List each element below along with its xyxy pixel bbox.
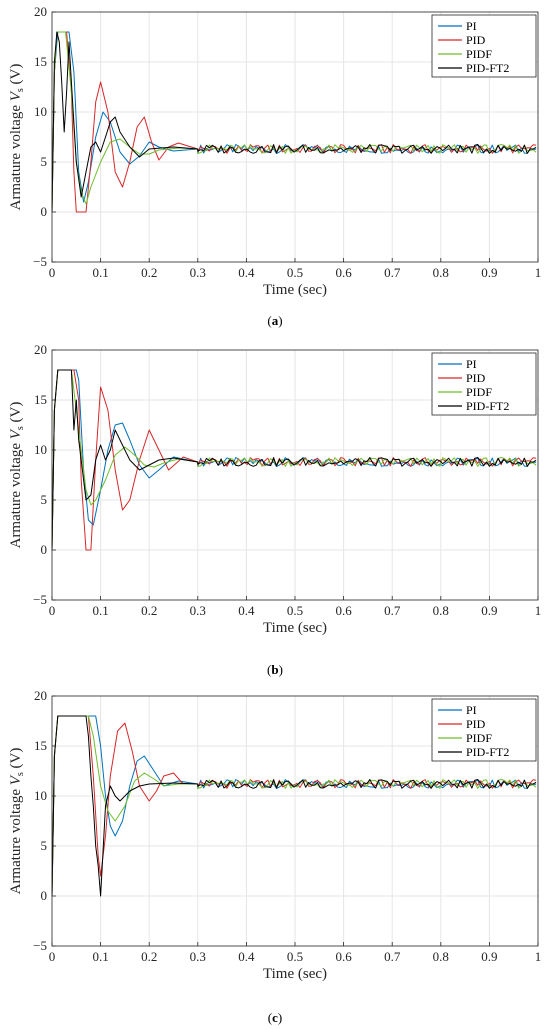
caption-c: (c) <box>267 1010 283 1025</box>
x-tick-label: 0.6 <box>335 949 352 964</box>
x-tick-label: 0.4 <box>238 603 255 618</box>
x-tick-label: 0.9 <box>481 949 497 964</box>
x-tick-label: 0.6 <box>335 603 352 618</box>
y-tick-label: 0 <box>41 542 48 557</box>
y-tick-label: −5 <box>33 592 47 607</box>
caption-letter-a: a <box>271 313 279 328</box>
x-tick-label: 0.7 <box>384 949 401 964</box>
x-tick-label: 0.4 <box>238 265 255 280</box>
x-tick-label: 1 <box>535 603 542 618</box>
x-tick-label: 1 <box>535 949 542 964</box>
x-tick-label: 0 <box>49 265 56 280</box>
x-tick-label: 0.9 <box>481 265 497 280</box>
series-line-pidf <box>51 369 537 551</box>
series-line-pid-ft2 <box>51 715 537 897</box>
x-tick-label: 0.7 <box>384 265 401 280</box>
x-tick-label: 0.3 <box>190 265 206 280</box>
y-tick-label: 10 <box>34 788 47 803</box>
x-tick-label: 0.3 <box>190 949 206 964</box>
caption-a: (a) <box>267 313 283 328</box>
x-tick-label: 0.6 <box>335 265 352 280</box>
y-tick-label: 0 <box>41 204 48 219</box>
x-tick-label: 0.4 <box>238 949 255 964</box>
chart-b: 0 0.1 0.2 0.3 0.4 0.5 0.6 0.7 0.8 0.9 1−505101520T… <box>8 343 542 636</box>
legend-label-pid: PID <box>466 717 486 731</box>
y-tick-label: 10 <box>34 442 47 457</box>
x-tick-label: 0.9 <box>481 603 497 618</box>
x-tick-label: 0.2 <box>141 949 157 964</box>
x-tick-label: 0.2 <box>141 603 157 618</box>
y-axis-label: Armature voltage Vs (V) <box>8 748 26 895</box>
y-tick-label: 10 <box>34 104 47 119</box>
chart-panel-c: 0 0.1 0.2 0.3 0.4 0.5 0.6 0.7 0.8 0.9 1 −5 0 5 10 15 20 T… <box>0 686 550 1029</box>
legend-box <box>431 352 537 416</box>
y-tick-label: 15 <box>34 54 47 69</box>
x-axis-label: Time (sec) <box>263 966 327 982</box>
caption-b: (b) <box>267 662 283 677</box>
chart-panel-a: 0 0.1 0.2 0.3 0.4 0.5 0.6 0.7 0.8 0.9 1 −5 0 5 10 15 20 T… <box>0 0 550 343</box>
y-axis-label: Armature voltage Vs (V) <box>8 64 26 211</box>
series-line-pidf <box>51 31 537 213</box>
y-tick-label: 5 <box>41 154 48 169</box>
x-tick-label: 0.5 <box>287 603 303 618</box>
series-line-pid-ft2 <box>51 31 537 213</box>
x-tick-label: 0.2 <box>141 265 157 280</box>
y-tick-label: 15 <box>34 392 47 407</box>
x-tick-label: 0.7 <box>384 603 401 618</box>
legend-label-pid: PID <box>466 33 486 47</box>
chart-panel-b: 0 0.1 0.2 0.3 0.4 0.5 0.6 0.7 0.8 0.9 1 −5 0 5 10 15 20 T… <box>0 343 550 686</box>
x-tick-label: 0.1 <box>92 265 108 280</box>
y-tick-label: 20 <box>34 343 47 357</box>
x-tick-label: 0.8 <box>433 603 449 618</box>
legend-box <box>431 14 537 78</box>
x-tick-label: 0.8 <box>433 265 449 280</box>
y-tick-label: 5 <box>41 492 48 507</box>
caption-letter-b: b <box>271 662 279 677</box>
x-tick-label: 0.3 <box>190 603 206 618</box>
series-line-pid-ft2 <box>51 369 537 551</box>
x-tick-label: 0.8 <box>433 949 449 964</box>
legend-label-pi: PI <box>466 357 477 371</box>
x-axis-label: Time (sec) <box>263 282 327 298</box>
chart-a: 0 0.1 0.2 0.3 0.4 0.5 0.6 0.7 0.8 0.9 1−505101520T… <box>8 4 542 298</box>
x-tick-label: 1 <box>535 265 542 280</box>
y-tick-label: 15 <box>34 738 47 753</box>
x-tick-label: 0.1 <box>92 949 108 964</box>
x-tick-label: 0.5 <box>287 949 303 964</box>
y-axis-label: Armature voltage Vs (V) <box>8 402 26 549</box>
x-tick-label: 0 <box>49 949 56 964</box>
series-line-pidf <box>51 715 537 897</box>
x-tick-label: 0 <box>49 603 56 618</box>
y-tick-label: 20 <box>34 4 47 19</box>
y-tick-label: 20 <box>34 688 47 703</box>
y-tick-label: 5 <box>41 838 48 853</box>
legend-label-pidf: PIDF <box>466 385 492 399</box>
chart-c: 0 0.1 0.2 0.3 0.4 0.5 0.6 0.7 0.8 0.9 1−505101520T… <box>8 688 542 982</box>
x-tick-label: 0.5 <box>287 265 303 280</box>
x-tick-label: 0.1 <box>92 603 108 618</box>
legend-box <box>431 698 537 762</box>
legend-label-pid-ft2: PID-FT2 <box>466 399 509 413</box>
legend-label-pidf: PIDF <box>466 731 492 745</box>
y-tick-label: −5 <box>33 938 47 953</box>
legend-label-pid-ft2: PID-FT2 <box>466 745 509 759</box>
legend-label-pid-ft2: PID-FT2 <box>466 61 509 75</box>
caption-letter-c: c <box>272 1010 278 1025</box>
x-axis-label: Time (sec) <box>263 620 327 636</box>
legend-label-pidf: PIDF <box>466 47 492 61</box>
legend-label-pi: PI <box>466 703 477 717</box>
legend-label-pid: PID <box>466 371 486 385</box>
y-tick-label: 0 <box>41 888 48 903</box>
y-tick-label: −5 <box>33 254 47 269</box>
legend-label-pi: PI <box>466 19 477 33</box>
